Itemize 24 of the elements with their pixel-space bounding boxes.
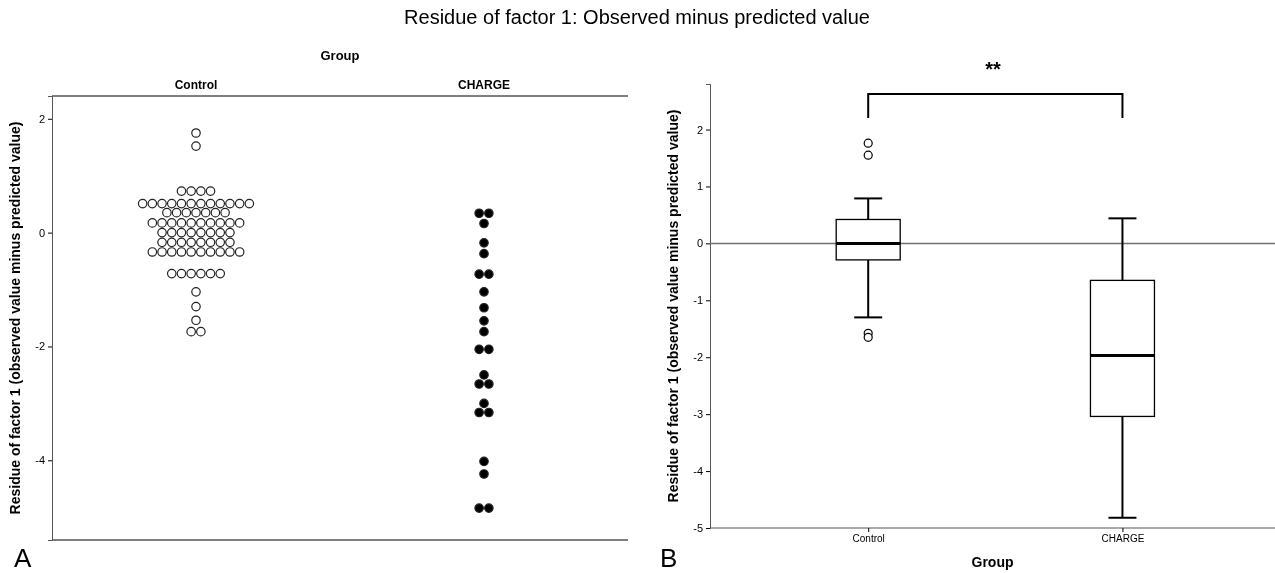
y-tick-label: -1 [693,294,703,307]
text: B [660,543,678,573]
x-axis-title: Group [971,554,1014,570]
y-tick-label: -5 [693,522,703,535]
y-tick-label: -4 [693,465,703,478]
x-tick-label: CHARGE [457,78,511,92]
x-axis-title: Group [320,48,360,63]
y-tick-label: -2 [35,340,45,353]
y-tick-label: -2 [693,351,703,364]
text: ** [985,58,1001,80]
y-tick-label: 0 [38,226,45,239]
y-tick-label: 1 [696,180,703,193]
y-tick-label: -3 [693,408,703,421]
chart-title: Residue of factor 1: Observed minus predicted value [404,6,870,28]
text: A [14,543,32,573]
y-tick-label: -4 [35,454,45,467]
y-tick-label: 2 [696,123,703,136]
y-tick-label: 0 [696,237,703,250]
y-axis-title: Residue of factor 1 (observed value minus predicted value) [7,121,23,515]
y-axis-title: Residue of factor 1 (observed value minus predicted value) [665,109,681,503]
x-tick-label: Control [852,533,885,545]
x-tick-label: Control [174,78,218,92]
x-tick-label: CHARGE [1101,533,1145,545]
y-tick-label: 2 [38,112,45,125]
